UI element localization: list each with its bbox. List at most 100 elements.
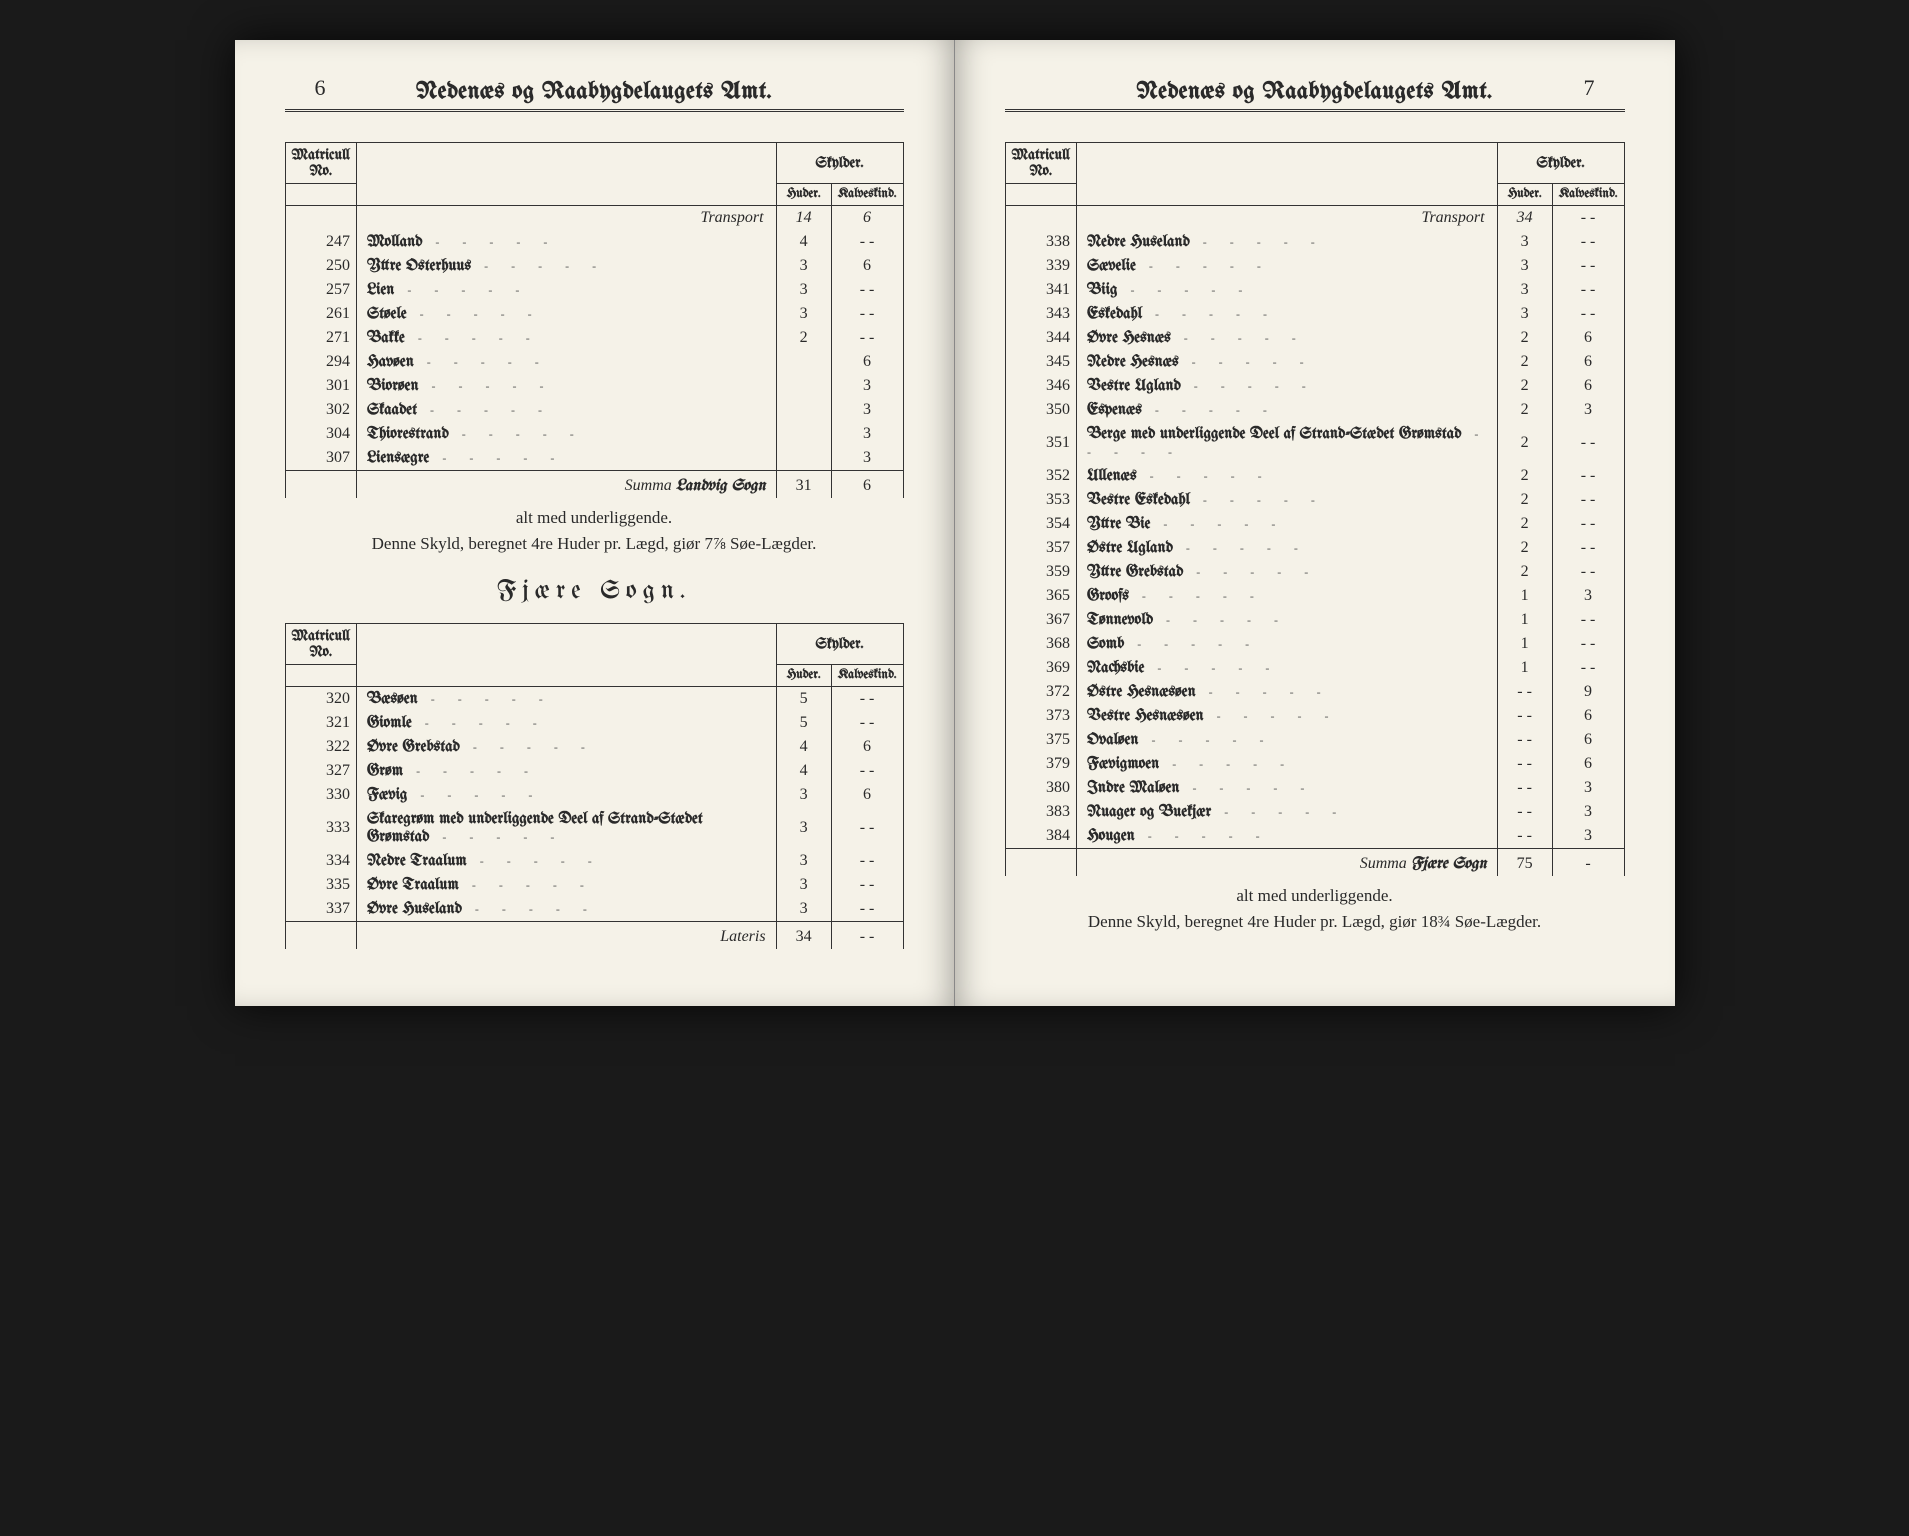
cell-matricull-no: 350 bbox=[1005, 398, 1076, 422]
table-row: 302Skaadet - - - - -3 bbox=[285, 398, 903, 422]
cell-kalveskind: 3 bbox=[1552, 824, 1624, 849]
leader-dots: - - - - - bbox=[412, 716, 547, 730]
cell-kalveskind: - - bbox=[1552, 230, 1624, 254]
summa-hud: 75 bbox=[1497, 849, 1552, 877]
cell-property-name: Groofs - - - - - bbox=[1076, 584, 1497, 608]
cell-property-name: Molland - - - - - bbox=[356, 230, 776, 254]
cell-kalveskind: - - bbox=[831, 759, 903, 783]
cell-matricull-no: 250 bbox=[285, 254, 356, 278]
cell-huder: 3 bbox=[776, 849, 831, 873]
cell-matricull-no: 379 bbox=[1005, 752, 1076, 776]
header-rule bbox=[285, 109, 904, 112]
leader-dots: - - - - - bbox=[1211, 805, 1346, 819]
col-header-kalveskind: Kalveskind. bbox=[1552, 184, 1624, 206]
cell-huder: 3 bbox=[776, 302, 831, 326]
cell-kalveskind: 6 bbox=[831, 735, 903, 759]
cell-property-name: Espenæs - - - - - bbox=[1076, 398, 1497, 422]
cell-kalveskind: 3 bbox=[831, 422, 903, 446]
note-calculation: Denne Skyld, beregnet 4re Huder pr. Lægd… bbox=[285, 534, 904, 554]
cell-huder: - - bbox=[1497, 824, 1552, 849]
cell-kalveskind: - - bbox=[1552, 536, 1624, 560]
cell-kalveskind: 3 bbox=[831, 398, 903, 422]
cell-kalveskind: - - bbox=[1552, 608, 1624, 632]
cell-matricull-no: 335 bbox=[285, 873, 356, 897]
cell-matricull-no: 271 bbox=[285, 326, 356, 350]
cell-blank bbox=[285, 922, 356, 950]
cell-property-name: Yttre Bie - - - - - bbox=[1076, 512, 1497, 536]
cell-property-name: Havøen - - - - - bbox=[356, 350, 776, 374]
cell-matricull-no: 320 bbox=[285, 687, 356, 712]
cell-matricull-no: 368 bbox=[1005, 632, 1076, 656]
cell-kalveskind: 6 bbox=[1552, 704, 1624, 728]
cell-kalveskind: 3 bbox=[1552, 800, 1624, 824]
col-header-name-blank bbox=[356, 143, 776, 206]
cell-huder bbox=[776, 398, 831, 422]
cell-property-name: Øvre Traalum - - - - - bbox=[356, 873, 776, 897]
cell-property-name: Lien - - - - - bbox=[356, 278, 776, 302]
summa-cell: Summa Fjære Sogn bbox=[1076, 849, 1497, 877]
cell-property-name: Vestre Eskedahl - - - - - bbox=[1076, 488, 1497, 512]
cell-kalveskind: - - bbox=[831, 849, 903, 873]
cell-huder: 1 bbox=[1497, 608, 1552, 632]
leader-dots: - - - - - bbox=[462, 902, 597, 916]
cell-matricull-no: 344 bbox=[1005, 326, 1076, 350]
cell-matricull-no: 372 bbox=[1005, 680, 1076, 704]
table-row: 322Øvre Grebstad - - - - -46 bbox=[285, 735, 903, 759]
leader-dots: - - - - - bbox=[429, 830, 564, 844]
leader-dots: - - - - - bbox=[419, 379, 554, 393]
cell-huder: - - bbox=[1497, 704, 1552, 728]
cell-property-name: Vestre Hesnæsøen - - - - - bbox=[1076, 704, 1497, 728]
cell-matricull-no: 341 bbox=[1005, 278, 1076, 302]
cell-matricull-no: 330 bbox=[285, 783, 356, 807]
cell-kalveskind: - - bbox=[1552, 512, 1624, 536]
summa-cell: Summa Landvig Sogn bbox=[356, 471, 776, 499]
lateris-hud: 34 bbox=[776, 922, 831, 950]
cell-property-name: Øvre Hesnæs - - - - - bbox=[1076, 326, 1497, 350]
cell-property-name: Bakke - - - - - bbox=[356, 326, 776, 350]
leader-dots: - - - - - bbox=[1138, 733, 1273, 747]
cell-kalveskind: - - bbox=[831, 873, 903, 897]
cell-matricull-no: 375 bbox=[1005, 728, 1076, 752]
leader-dots: - - - - - bbox=[471, 259, 606, 273]
cell-huder: 5 bbox=[776, 687, 831, 712]
cell-property-name: Nuager og Buekjær - - - - - bbox=[1076, 800, 1497, 824]
cell-huder bbox=[776, 446, 831, 471]
cell-property-name: Fævigmoen - - - - - bbox=[1076, 752, 1497, 776]
table-row: 368Somb - - - - -1- - bbox=[1005, 632, 1624, 656]
cell-property-name: Ovaløen - - - - - bbox=[1076, 728, 1497, 752]
table-row: 350Espenæs - - - - -23 bbox=[1005, 398, 1624, 422]
cell-matricull-no: 346 bbox=[1005, 374, 1076, 398]
cell-property-name: Øvre Huseland - - - - - bbox=[356, 897, 776, 922]
cell-property-name: Nedre Hesnæs - - - - - bbox=[1076, 350, 1497, 374]
cell-kalveskind: - - bbox=[831, 687, 903, 712]
cell-kalveskind: 6 bbox=[1552, 728, 1624, 752]
cell-property-name: Tønnevold - - - - - bbox=[1076, 608, 1497, 632]
summa-label: Summa bbox=[1360, 855, 1407, 872]
table-row: 354Yttre Bie - - - - -2- - bbox=[1005, 512, 1624, 536]
cell-kalveskind: 3 bbox=[1552, 584, 1624, 608]
table-row: 367Tønnevold - - - - -1- - bbox=[1005, 608, 1624, 632]
transport-kal: 6 bbox=[831, 206, 903, 231]
cell-huder: 4 bbox=[776, 230, 831, 254]
table-row: 327Grøm - - - - -4- - bbox=[285, 759, 903, 783]
table-row: 379Fævigmoen - - - - -- -6 bbox=[1005, 752, 1624, 776]
page-number-right: 7 bbox=[1584, 75, 1595, 101]
table-row: 384Hougen - - - - -- -3 bbox=[1005, 824, 1624, 849]
cell-property-name: Støele - - - - - bbox=[356, 302, 776, 326]
cell-huder: 2 bbox=[1497, 536, 1552, 560]
cell-kalveskind: - - bbox=[831, 278, 903, 302]
col-header-skylder: Skylder. bbox=[1497, 143, 1624, 184]
cell-kalveskind: - - bbox=[831, 326, 903, 350]
col-header-blank bbox=[285, 665, 356, 687]
table-row: 301Biorøen - - - - -3 bbox=[285, 374, 903, 398]
cell-property-name: Thiorestrand - - - - - bbox=[356, 422, 776, 446]
cell-property-name: Nedre Traalum - - - - - bbox=[356, 849, 776, 873]
cell-property-name: Ullenæs - - - - - bbox=[1076, 464, 1497, 488]
col-header-matricull: Matricull No. bbox=[285, 143, 356, 184]
cell-huder: 3 bbox=[776, 783, 831, 807]
leader-dots: - - - - - bbox=[422, 235, 557, 249]
cell-matricull-no: 354 bbox=[1005, 512, 1076, 536]
col-header-huder: Huder. bbox=[776, 665, 831, 687]
cell-huder: - - bbox=[1497, 776, 1552, 800]
leader-dots: - - - - - bbox=[1171, 331, 1306, 345]
